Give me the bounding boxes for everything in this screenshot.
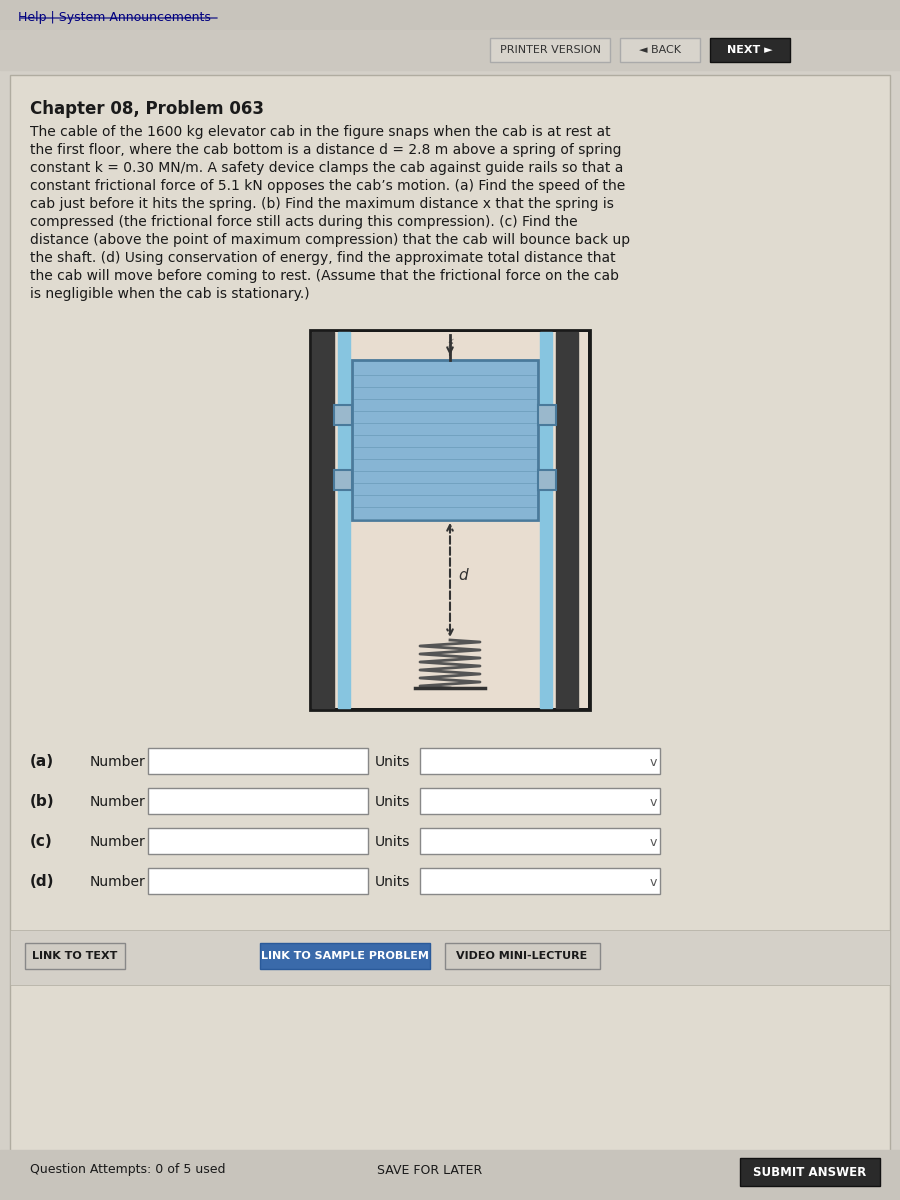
Text: Chapter 08, Problem 063: Chapter 08, Problem 063 xyxy=(30,100,264,118)
Bar xyxy=(620,38,700,62)
Bar xyxy=(420,788,660,814)
Bar xyxy=(556,332,578,708)
Bar xyxy=(0,0,900,30)
Text: v: v xyxy=(649,876,657,888)
Text: constant k = 0.30 MN/m. A safety device clamps the cab against guide rails so th: constant k = 0.30 MN/m. A safety device … xyxy=(30,161,624,175)
Bar xyxy=(148,748,368,774)
Bar xyxy=(10,930,890,985)
Text: VIDEO MINI-LECTURE: VIDEO MINI-LECTURE xyxy=(456,950,588,961)
Text: cab just before it hits the spring. (b) Find the maximum distance x that the spr: cab just before it hits the spring. (b) … xyxy=(30,197,614,211)
Text: Number: Number xyxy=(90,875,146,889)
Text: LINK TO SAMPLE PROBLEM: LINK TO SAMPLE PROBLEM xyxy=(261,950,429,961)
Text: v: v xyxy=(649,796,657,809)
Bar xyxy=(538,470,556,490)
Text: Number: Number xyxy=(90,835,146,850)
Bar xyxy=(260,943,430,970)
Bar xyxy=(420,748,660,774)
Text: The cable of the 1600 kg elevator cab in the figure snaps when the cab is at res: The cable of the 1600 kg elevator cab in… xyxy=(30,125,610,139)
Text: (b): (b) xyxy=(30,794,55,810)
Text: Help | System Announcements: Help | System Announcements xyxy=(18,11,211,24)
Text: the first floor, where the cab bottom is a distance d = 2.8 m above a spring of : the first floor, where the cab bottom is… xyxy=(30,143,622,157)
Text: Number: Number xyxy=(90,755,146,769)
Text: the shaft. (d) Using conservation of energy, find the approximate total distance: the shaft. (d) Using conservation of ene… xyxy=(30,251,616,265)
Text: Units: Units xyxy=(375,835,410,850)
Text: (a): (a) xyxy=(30,755,54,769)
Bar xyxy=(338,332,350,708)
Bar xyxy=(445,943,600,970)
Text: Units: Units xyxy=(375,755,410,769)
Text: ◄ BACK: ◄ BACK xyxy=(639,44,681,55)
Bar xyxy=(710,38,790,62)
Bar xyxy=(538,404,556,425)
Text: constant frictional force of 5.1 kN opposes the cab’s motion. (a) Find the speed: constant frictional force of 5.1 kN oppo… xyxy=(30,179,626,193)
Text: SUBMIT ANSWER: SUBMIT ANSWER xyxy=(753,1165,867,1178)
Bar xyxy=(0,30,900,70)
Text: Number: Number xyxy=(90,794,146,809)
Text: v: v xyxy=(649,756,657,768)
Bar xyxy=(420,868,660,894)
Bar xyxy=(25,943,125,970)
Text: distance (above the point of maximum compression) that the cab will bounce back : distance (above the point of maximum com… xyxy=(30,233,630,247)
Text: v: v xyxy=(649,835,657,848)
Bar xyxy=(0,1150,900,1200)
Bar xyxy=(148,868,368,894)
Bar xyxy=(312,332,588,708)
Text: (c): (c) xyxy=(30,834,53,850)
Text: Question Attempts: 0 of 5 used: Question Attempts: 0 of 5 used xyxy=(30,1164,226,1176)
Bar xyxy=(334,470,352,490)
Text: compressed (the frictional force still acts during this compression). (c) Find t: compressed (the frictional force still a… xyxy=(30,215,578,229)
Text: SAVE FOR LATER: SAVE FOR LATER xyxy=(377,1164,482,1176)
Text: d: d xyxy=(458,568,468,582)
Bar xyxy=(540,332,552,708)
Text: (d): (d) xyxy=(30,875,55,889)
Text: PRINTER VERSION: PRINTER VERSION xyxy=(500,44,600,55)
Bar xyxy=(334,404,352,425)
Text: LINK TO TEXT: LINK TO TEXT xyxy=(32,950,118,961)
Bar xyxy=(352,360,538,520)
Bar xyxy=(312,332,334,708)
Bar xyxy=(310,330,590,710)
Text: is negligible when the cab is stationary.): is negligible when the cab is stationary… xyxy=(30,287,310,301)
Text: the cab will move before coming to rest. (Assume that the frictional force on th: the cab will move before coming to rest.… xyxy=(30,269,619,283)
Text: NEXT ►: NEXT ► xyxy=(727,44,773,55)
Bar xyxy=(420,828,660,854)
Bar xyxy=(148,788,368,814)
Text: Units: Units xyxy=(375,875,410,889)
Bar xyxy=(490,38,610,62)
Text: Units: Units xyxy=(375,794,410,809)
Bar xyxy=(740,1158,880,1186)
Bar xyxy=(148,828,368,854)
Text: ⚡: ⚡ xyxy=(446,338,454,349)
